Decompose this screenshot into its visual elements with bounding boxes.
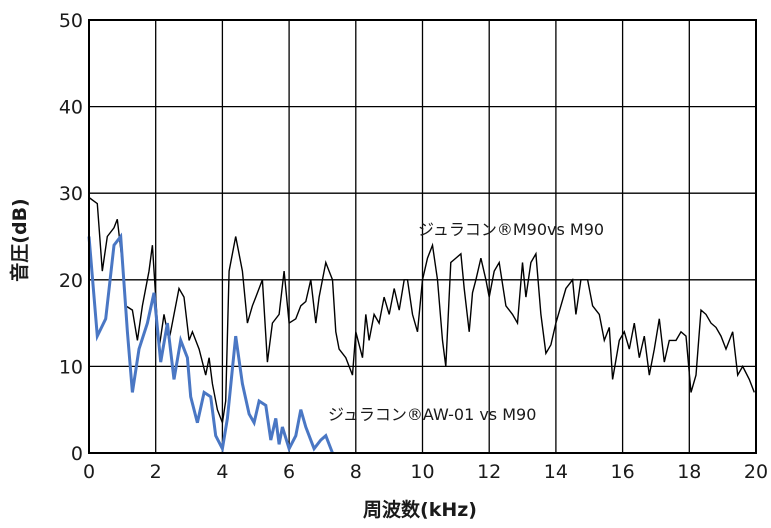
y-tick-label: 50 bbox=[59, 10, 83, 32]
y-tick-label: 20 bbox=[59, 270, 83, 292]
plot-frame bbox=[88, 19, 757, 454]
x-tick-label: 18 bbox=[677, 461, 701, 483]
y-tick-label: 10 bbox=[59, 356, 83, 378]
y-axis-ticks: 0 10 20 30 40 50 bbox=[59, 10, 83, 465]
series-label-aw01: ジュラコン®AW-01 vs M90 bbox=[328, 405, 536, 424]
y-axis-label: 音圧(dB) bbox=[8, 198, 31, 281]
series-layer bbox=[87, 196, 755, 454]
series-line-m90 bbox=[88, 196, 755, 426]
x-tick-label: 0 bbox=[83, 461, 95, 483]
x-tick-label: 4 bbox=[216, 461, 228, 483]
x-tick-label: 14 bbox=[544, 461, 568, 483]
x-tick-label: 2 bbox=[150, 461, 162, 483]
x-axis-ticks: 0 2 4 6 8 10 12 14 16 18 20 bbox=[83, 461, 768, 483]
x-tick-label: 6 bbox=[283, 461, 295, 483]
y-tick-label: 30 bbox=[59, 183, 83, 205]
y-tick-label: 0 bbox=[71, 443, 83, 465]
x-tick-label: 12 bbox=[477, 461, 501, 483]
x-tick-label: 20 bbox=[744, 461, 768, 483]
y-tick-label: 40 bbox=[59, 97, 83, 119]
x-tick-label: 16 bbox=[611, 461, 635, 483]
series-label-m90: ジュラコン®M90vs M90 bbox=[418, 220, 604, 239]
series-line-aw01 bbox=[87, 232, 334, 454]
x-tick-label: 10 bbox=[410, 461, 434, 483]
x-tick-label: 8 bbox=[350, 461, 362, 483]
x-axis-label: 周波数(kHz) bbox=[363, 498, 477, 521]
